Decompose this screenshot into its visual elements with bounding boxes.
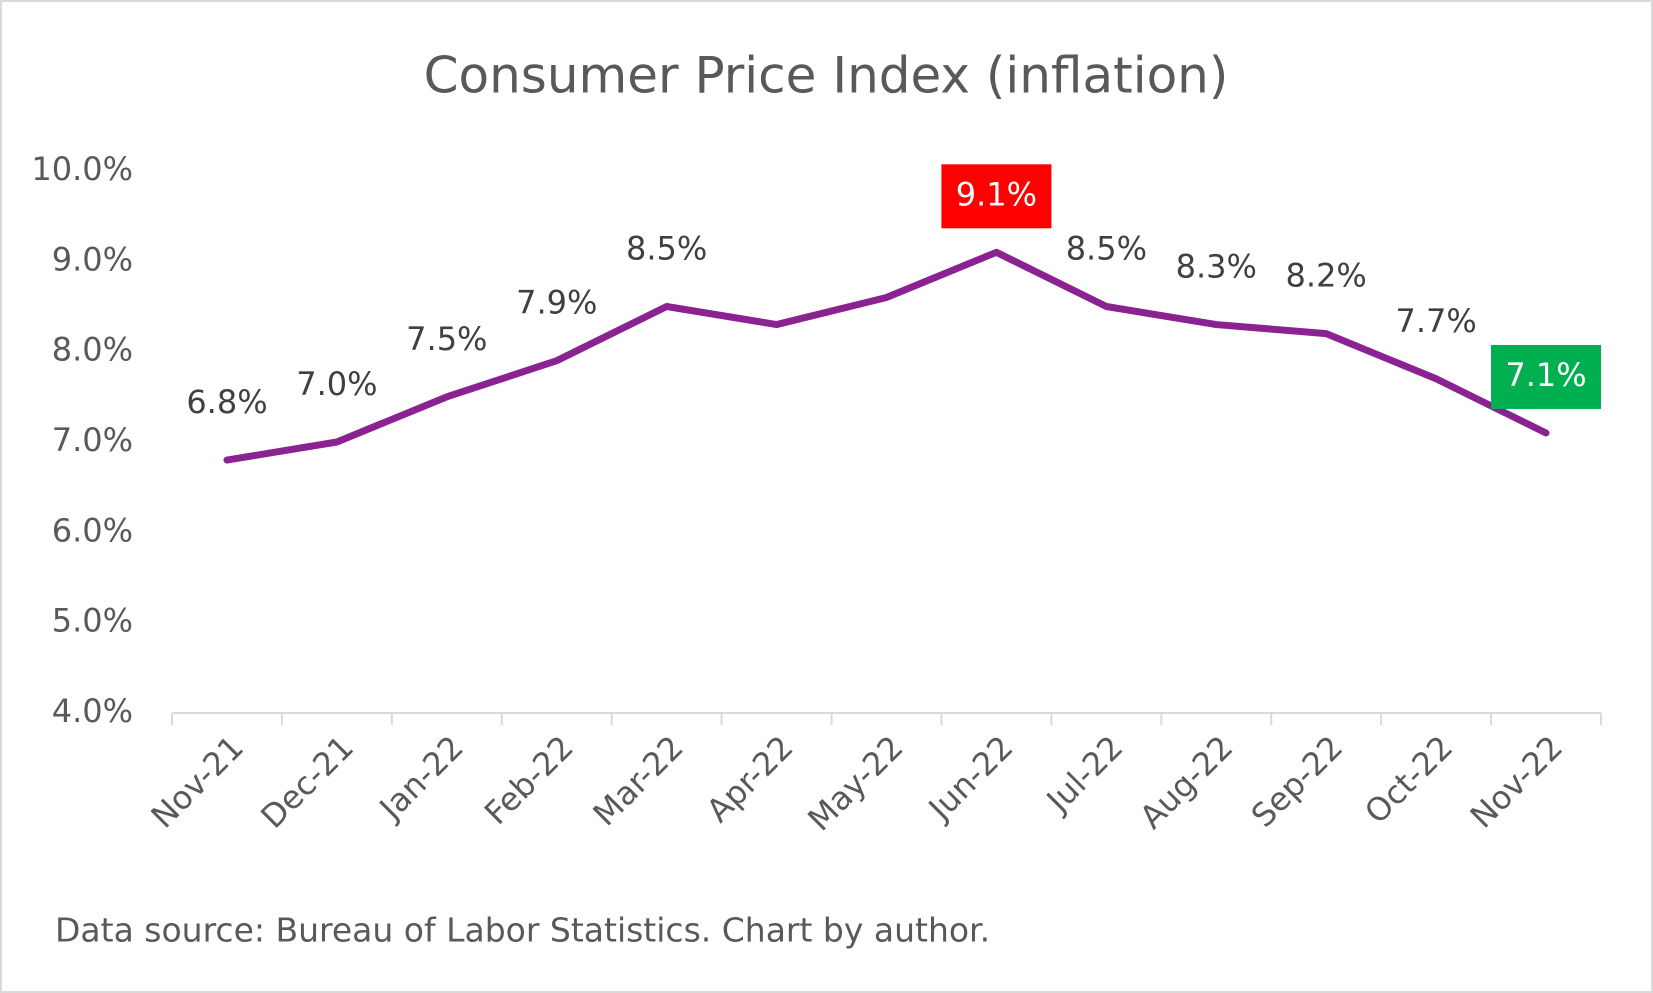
value-label-box [1491,344,1602,409]
y-tick-label: 6.0% [52,511,133,549]
chart-title: Consumer Price Index (inflation) [424,47,1229,105]
value-label: 7.5% [406,320,487,358]
value-label: 7.9% [516,284,597,322]
y-tick-label: 9.0% [52,240,133,278]
value-label: 7.7% [1395,302,1476,340]
value-label-box [941,164,1052,229]
y-tick-label: 4.0% [52,692,133,730]
line [223,248,1550,464]
value-label: 7.1% [1505,356,1586,394]
value-label: 8.5% [626,230,707,268]
y-tick-label: 10.0% [31,150,133,188]
note: Data source: Bureau of Labor Statistics.… [55,911,990,950]
y-tick-label: 7.0% [52,421,133,459]
value-label: 6.8% [186,383,267,421]
value-label: 9.1% [956,175,1037,213]
y-tick-label: 8.0% [52,331,133,369]
y-tick-label: 5.0% [52,602,133,640]
value-label: 8.3% [1176,248,1257,286]
value-label: 8.5% [1066,230,1147,268]
value-label: 7.0% [296,365,377,403]
value-label: 8.2% [1286,257,1367,295]
